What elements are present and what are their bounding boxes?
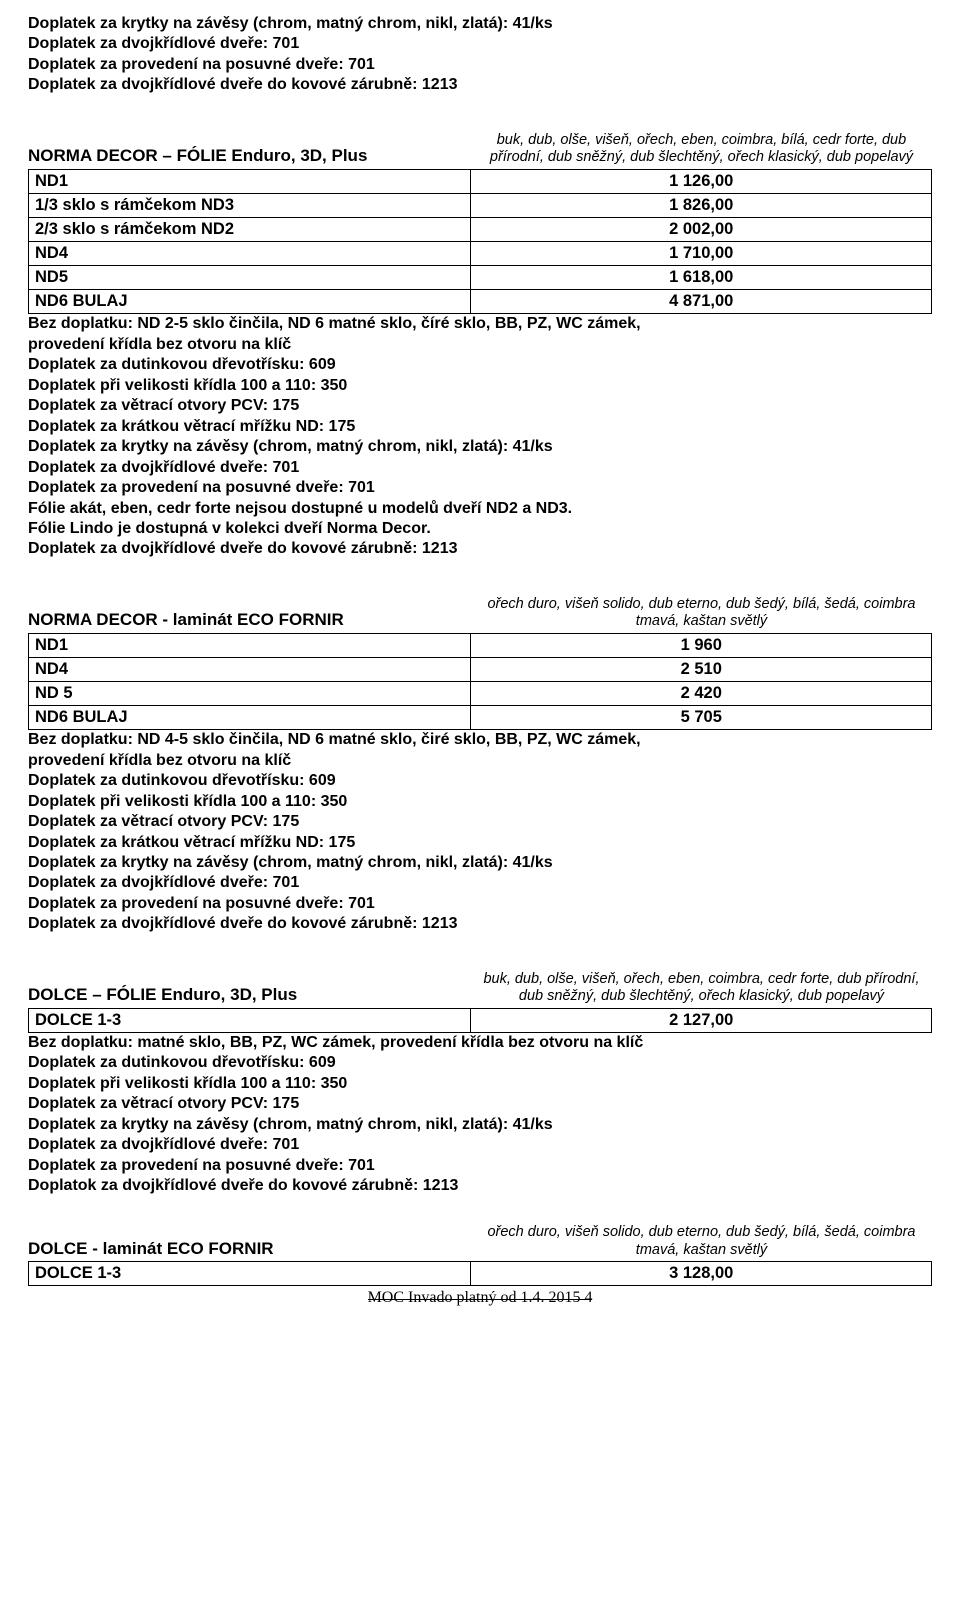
table-row: ND6 BULAJ4 871,00 bbox=[29, 290, 932, 314]
note-line: Doplatek za větrací otvory PCV: 175 bbox=[28, 396, 932, 416]
note-line: Doplatek za krytky na závěsy (chrom, mat… bbox=[28, 1115, 932, 1135]
note-line: Doplatek za krytky na závěsy (chrom, mat… bbox=[28, 437, 932, 457]
note-line: Doplatek při velikosti křídla 100 a 110:… bbox=[28, 1074, 932, 1094]
note-line: Doplatok za dvojkřídlové dveře do kovové… bbox=[28, 1176, 932, 1196]
note-line: Doplatek za provedení na posuvné dveře: … bbox=[28, 894, 932, 914]
note-line: Fólie Lindo je dostupná v kolekci dveří … bbox=[28, 519, 932, 539]
note-line: Doplatek za krátkou větrací mřížku ND: 1… bbox=[28, 417, 932, 437]
row-label: DOLCE 1-3 bbox=[29, 1008, 471, 1032]
note-line: Doplatek za dutinkovou dřevotřísku: 609 bbox=[28, 771, 932, 791]
section1-header: NORMA DECOR – FÓLIE Enduro, 3D, Plus buk… bbox=[28, 132, 932, 167]
table-row: ND42 510 bbox=[29, 657, 932, 681]
section3-notes: Bez doplatku: matné sklo, BB, PZ, WC zám… bbox=[28, 1033, 932, 1197]
section2-table: ND11 960ND42 510ND 52 420ND6 BULAJ5 705 bbox=[28, 633, 932, 730]
row-value: 1 710,00 bbox=[471, 241, 932, 265]
section4-subtitle: ořech duro, višeň solido, dub eterno, du… bbox=[471, 1224, 932, 1259]
note-line: Doplatek za větrací otvory PCV: 175 bbox=[28, 812, 932, 832]
note-line: Doplatek za dvojkřídlové dveře do kovové… bbox=[28, 914, 932, 934]
table-row: DOLCE 1-32 127,00 bbox=[29, 1008, 932, 1032]
note-line: Bez doplatku: ND 4-5 sklo činčila, ND 6 … bbox=[28, 730, 932, 750]
table-row: ND11 126,00 bbox=[29, 169, 932, 193]
row-label: ND5 bbox=[29, 266, 471, 290]
note-line: Doplatek za provedení na posuvné dveře: … bbox=[28, 55, 932, 75]
row-label: 1/3 sklo s rámčekom ND3 bbox=[29, 193, 471, 217]
row-value: 5 705 bbox=[471, 706, 932, 730]
footer-text: MOC Invado platný od 1.4. 2015 4 bbox=[368, 1288, 593, 1308]
section1-subtitle: buk, dub, olše, višeň, ořech, eben, coim… bbox=[471, 132, 932, 167]
section4-header: DOLCE - laminát ECO FORNIR ořech duro, v… bbox=[28, 1224, 932, 1259]
row-label: ND 5 bbox=[29, 681, 471, 705]
row-label: ND6 BULAJ bbox=[29, 290, 471, 314]
table-row: ND11 960 bbox=[29, 633, 932, 657]
section2-title: NORMA DECOR - laminát ECO FORNIR bbox=[28, 609, 471, 631]
table-row: ND6 BULAJ5 705 bbox=[29, 706, 932, 730]
section4-table: DOLCE 1-33 128,00 bbox=[28, 1261, 932, 1286]
table-row: DOLCE 1-33 128,00 bbox=[29, 1262, 932, 1286]
row-value: 1 826,00 bbox=[471, 193, 932, 217]
row-value: 2 127,00 bbox=[471, 1008, 932, 1032]
row-value: 1 618,00 bbox=[471, 266, 932, 290]
row-value: 4 871,00 bbox=[471, 290, 932, 314]
note-line: Fólie akát, eben, cedr forte nejsou dost… bbox=[28, 499, 932, 519]
note-line: Doplatek za dvojkřídlové dveře: 701 bbox=[28, 458, 932, 478]
row-value: 2 002,00 bbox=[471, 217, 932, 241]
note-line: Doplatek za dvojkřídlové dveře: 701 bbox=[28, 873, 932, 893]
section2-notes: Bez doplatku: ND 4-5 sklo činčila, ND 6 … bbox=[28, 730, 932, 935]
note-line: Doplatek za dvojkřídlové dveře: 701 bbox=[28, 34, 932, 54]
note-line: Doplatek za dvojkřídlové dveře do kovové… bbox=[28, 539, 932, 559]
section3-subtitle: buk, dub, olše, višeň, ořech, eben, coim… bbox=[471, 971, 932, 1006]
note-line: Doplatek za dutinkovou dřevotřísku: 609 bbox=[28, 1053, 932, 1073]
note-line: Doplatek za větrací otvory PCV: 175 bbox=[28, 1094, 932, 1114]
note-line: Doplatek za dvojkřídlové dveře: 701 bbox=[28, 1135, 932, 1155]
section3-table: DOLCE 1-32 127,00 bbox=[28, 1008, 932, 1033]
row-value: 2 510 bbox=[471, 657, 932, 681]
note-line: Doplatek za krytky na závěsy (chrom, mat… bbox=[28, 14, 932, 34]
note-line: Doplatek za dutinkovou dřevotřísku: 609 bbox=[28, 355, 932, 375]
page-footer: MOC Invado platný od 1.4. 2015 4 bbox=[28, 1288, 932, 1308]
note-line: Doplatek za krytky na závěsy (chrom, mat… bbox=[28, 853, 932, 873]
row-value: 1 126,00 bbox=[471, 169, 932, 193]
section1-title: NORMA DECOR – FÓLIE Enduro, 3D, Plus bbox=[28, 145, 471, 167]
table-row: ND41 710,00 bbox=[29, 241, 932, 265]
section2-subtitle: ořech duro, višeň solido, dub eterno, du… bbox=[471, 596, 932, 631]
table-row: 2/3 sklo s rámčekom ND22 002,00 bbox=[29, 217, 932, 241]
section1-table: ND11 126,001/3 sklo s rámčekom ND31 826,… bbox=[28, 169, 932, 315]
section4-title: DOLCE - laminát ECO FORNIR bbox=[28, 1238, 471, 1260]
note-line: provedení křídla bez otvoru na klíč bbox=[28, 335, 932, 355]
table-row: ND51 618,00 bbox=[29, 266, 932, 290]
section1-notes: Bez doplatku: ND 2-5 sklo činčila, ND 6 … bbox=[28, 314, 932, 560]
note-line: Bez doplatku: matné sklo, BB, PZ, WC zám… bbox=[28, 1033, 932, 1053]
row-value: 2 420 bbox=[471, 681, 932, 705]
note-line: provedení křídla bez otvoru na klíč bbox=[28, 751, 932, 771]
row-label: 2/3 sklo s rámčekom ND2 bbox=[29, 217, 471, 241]
row-label: ND6 BULAJ bbox=[29, 706, 471, 730]
table-row: ND 52 420 bbox=[29, 681, 932, 705]
row-value: 1 960 bbox=[471, 633, 932, 657]
note-line: Doplatek za provedení na posuvné dveře: … bbox=[28, 478, 932, 498]
note-line: Doplatek při velikosti křídla 100 a 110:… bbox=[28, 376, 932, 396]
note-line: Doplatek při velikosti křídla 100 a 110:… bbox=[28, 792, 932, 812]
row-label: DOLCE 1-3 bbox=[29, 1262, 471, 1286]
note-line: Doplatek za provedení na posuvné dveře: … bbox=[28, 1156, 932, 1176]
note-line: Doplatek za dvojkřídlové dveře do kovové… bbox=[28, 75, 932, 95]
row-label: ND4 bbox=[29, 657, 471, 681]
row-label: ND1 bbox=[29, 169, 471, 193]
section3-title: DOLCE – FÓLIE Enduro, 3D, Plus bbox=[28, 984, 471, 1006]
section2-header: NORMA DECOR - laminát ECO FORNIR ořech d… bbox=[28, 596, 932, 631]
row-value: 3 128,00 bbox=[471, 1262, 932, 1286]
table-row: 1/3 sklo s rámčekom ND31 826,00 bbox=[29, 193, 932, 217]
top-notes-block: Doplatek za krytky na závěsy (chrom, mat… bbox=[28, 14, 932, 96]
note-line: Bez doplatku: ND 2-5 sklo činčila, ND 6 … bbox=[28, 314, 932, 334]
row-label: ND1 bbox=[29, 633, 471, 657]
note-line: Doplatek za krátkou větrací mřížku ND: 1… bbox=[28, 833, 932, 853]
row-label: ND4 bbox=[29, 241, 471, 265]
section3-header: DOLCE – FÓLIE Enduro, 3D, Plus buk, dub,… bbox=[28, 971, 932, 1006]
